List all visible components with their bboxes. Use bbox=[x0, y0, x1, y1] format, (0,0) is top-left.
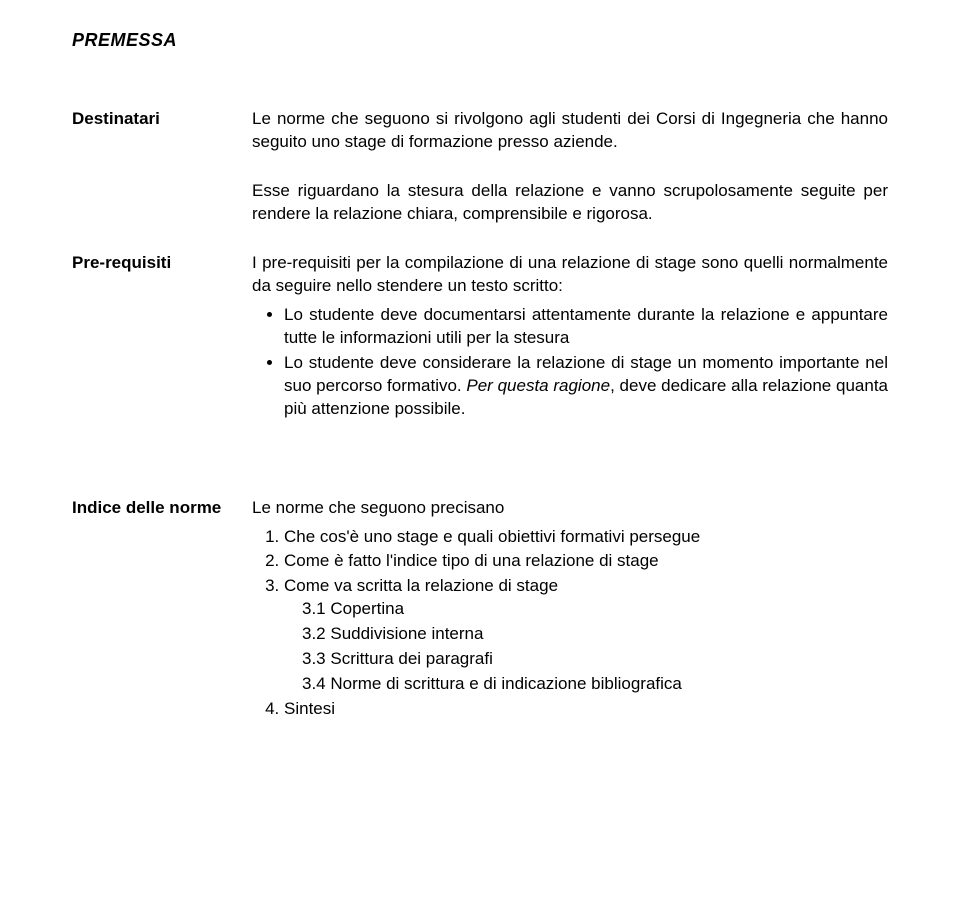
indice-item-4: Sintesi bbox=[284, 698, 888, 721]
destinatari-p2: Esse riguardano la stesura della relazio… bbox=[252, 180, 888, 226]
bullet-2-italic: Per questa ragione bbox=[466, 376, 610, 395]
section-destinatari: Destinatari Le norme che seguono si rivo… bbox=[72, 108, 888, 154]
sub-3-4: 3.4 Norme di scrittura e di indicazione … bbox=[302, 673, 888, 696]
label-prerequisiti: Pre-requisiti bbox=[72, 252, 252, 423]
body-destinatari-2: Esse riguardano la stesura della relazio… bbox=[252, 180, 888, 226]
label-destinatari: Destinatari bbox=[72, 108, 252, 154]
page-title: PREMESSA bbox=[72, 28, 888, 52]
indice-item-3-text: Come va scritta la relazione di stage bbox=[284, 576, 558, 595]
body-destinatari: Le norme che seguono si rivolgono agli s… bbox=[252, 108, 888, 154]
sub-3-2: 3.2 Suddivisione interna bbox=[302, 623, 888, 646]
indice-list: Che cos'è uno stage e quali obiettivi fo… bbox=[252, 526, 888, 722]
prerequisiti-bullets: Lo studente deve documentarsi attentamen… bbox=[252, 304, 888, 421]
sub-3-3: 3.3 Scrittura dei paragrafi bbox=[302, 648, 888, 671]
body-prerequisiti: I pre-requisiti per la compilazione di u… bbox=[252, 252, 888, 423]
section-destinatari-2: Esse riguardano la stesura della relazio… bbox=[72, 180, 888, 226]
label-indice: Indice delle norme bbox=[72, 497, 252, 723]
sub-3-1: 3.1 Copertina bbox=[302, 598, 888, 621]
indice-item-1: Che cos'è uno stage e quali obiettivi fo… bbox=[284, 526, 888, 549]
body-indice: Le norme che seguono precisano Che cos'è… bbox=[252, 497, 888, 723]
label-empty-1 bbox=[72, 180, 252, 226]
section-prerequisiti: Pre-requisiti I pre-requisiti per la com… bbox=[72, 252, 888, 423]
destinatari-p1: Le norme che seguono si rivolgono agli s… bbox=[252, 108, 888, 154]
indice-item-3: Come va scritta la relazione di stage 3.… bbox=[284, 575, 888, 696]
prerequisiti-intro: I pre-requisiti per la compilazione di u… bbox=[252, 252, 888, 298]
bullet-1: Lo studente deve documentarsi attentamen… bbox=[284, 304, 888, 350]
section-indice: Indice delle norme Le norme che seguono … bbox=[72, 497, 888, 723]
indice-sublist: 3.1 Copertina 3.2 Suddivisione interna 3… bbox=[284, 598, 888, 696]
indice-intro: Le norme che seguono precisano bbox=[252, 497, 888, 520]
bullet-2: Lo studente deve considerare la relazion… bbox=[284, 352, 888, 421]
indice-item-2: Come è fatto l'indice tipo di una relazi… bbox=[284, 550, 888, 573]
